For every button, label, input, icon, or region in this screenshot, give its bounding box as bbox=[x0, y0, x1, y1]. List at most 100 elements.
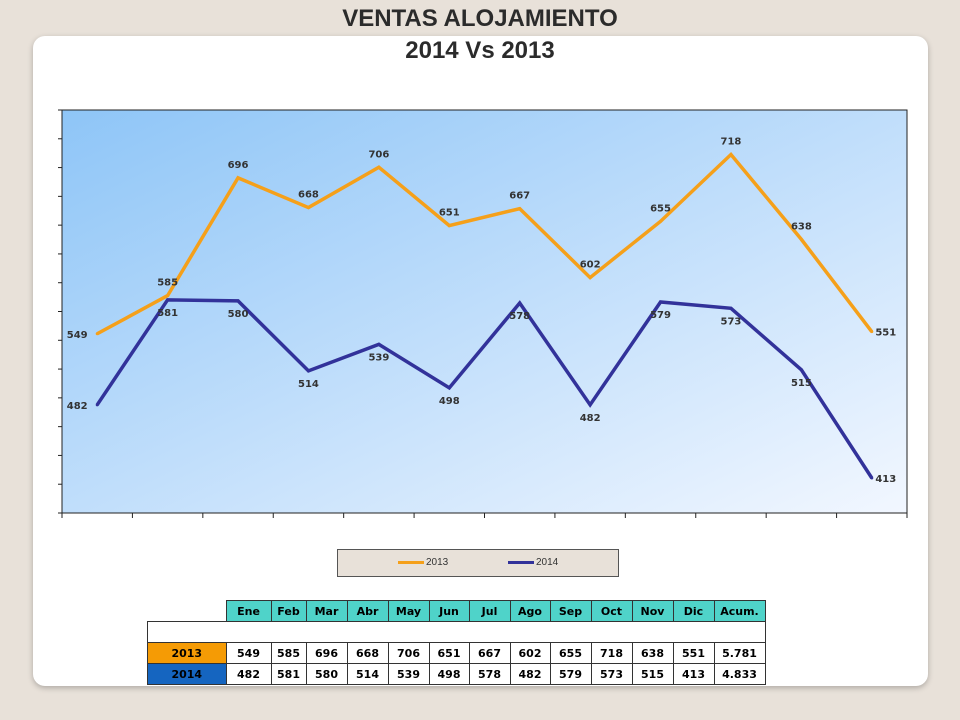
table-header: Abr bbox=[346, 600, 389, 622]
table-cell: 602 bbox=[509, 642, 551, 664]
table-row: 2013 549 585 696 668 706 651 667 602 655… bbox=[147, 642, 766, 664]
table-header: May bbox=[387, 600, 430, 622]
table-cell: 578 bbox=[468, 663, 511, 685]
table-cell: 667 bbox=[468, 642, 511, 664]
data-point-2014 bbox=[799, 368, 803, 372]
table-cell: 668 bbox=[346, 642, 389, 664]
table-cell: 498 bbox=[428, 663, 470, 685]
table-cell: 4.833 bbox=[713, 663, 766, 685]
table-cell: 413 bbox=[672, 663, 715, 685]
table-cell: 655 bbox=[549, 642, 592, 664]
table-cell: 482 bbox=[225, 663, 272, 685]
data-point-2013 bbox=[588, 276, 592, 280]
data-point-2014 bbox=[729, 306, 733, 310]
data-point-2013 bbox=[447, 224, 451, 228]
table-cell: 581 bbox=[270, 663, 307, 685]
legend-label-2013: 2013 bbox=[426, 557, 449, 568]
data-label-2014: 579 bbox=[650, 310, 671, 321]
data-point-2013 bbox=[95, 332, 99, 336]
series-line-2014 bbox=[95, 298, 874, 479]
table-cell: 515 bbox=[631, 663, 674, 685]
data-label-2014: 578 bbox=[509, 311, 530, 322]
legend-swatch-2013 bbox=[398, 561, 424, 564]
data-point-2013 bbox=[659, 219, 663, 223]
table-cell: 585 bbox=[270, 642, 307, 664]
data-label-2013: 655 bbox=[650, 203, 671, 214]
series-line-2013 bbox=[96, 151, 874, 336]
data-label-2013: 668 bbox=[298, 190, 319, 201]
data-label-2013: 549 bbox=[67, 330, 88, 341]
table-cell: 551 bbox=[672, 642, 715, 664]
plot-area bbox=[61, 109, 908, 514]
data-label-2014: 482 bbox=[580, 413, 601, 424]
data-point-2013 bbox=[518, 207, 522, 211]
table-cell: 718 bbox=[590, 642, 633, 664]
table-cell: 514 bbox=[346, 663, 389, 685]
legend-item-2013: 2013 bbox=[398, 557, 448, 568]
data-label-2013: 551 bbox=[875, 328, 896, 339]
table-cell: 573 bbox=[590, 663, 633, 685]
data-point-2013 bbox=[377, 165, 381, 169]
data-point-2014 bbox=[588, 403, 592, 407]
table-cell: 651 bbox=[428, 642, 470, 664]
data-table: Ene Feb Mar Abr May Jun Jul Ago Sep Oct … bbox=[147, 600, 766, 685]
table-cell: 580 bbox=[305, 663, 348, 685]
data-point-2013 bbox=[306, 206, 310, 210]
data-point-2014 bbox=[870, 476, 874, 480]
table-cell: 706 bbox=[387, 642, 430, 664]
chart-legend: 2013 2014 bbox=[337, 549, 619, 577]
data-point-2013 bbox=[166, 294, 170, 298]
table-header: Feb bbox=[270, 600, 307, 622]
row-label: 2013 bbox=[147, 642, 227, 664]
data-label-2013: 638 bbox=[791, 221, 812, 232]
data-point-2013 bbox=[870, 330, 874, 334]
data-label-2013: 651 bbox=[439, 208, 460, 219]
table-header: Nov bbox=[631, 600, 674, 622]
table-header: Dic bbox=[672, 600, 715, 622]
data-label-2014: 539 bbox=[368, 352, 389, 363]
data-point-2013 bbox=[236, 176, 240, 180]
data-label-2013: 585 bbox=[157, 278, 178, 289]
table-header: Oct bbox=[590, 600, 633, 622]
data-point-2013 bbox=[729, 153, 733, 157]
table-header: Jun bbox=[428, 600, 470, 622]
table-header: Acum. bbox=[713, 600, 766, 622]
table-cell: 482 bbox=[509, 663, 551, 685]
data-label-2013: 706 bbox=[368, 149, 389, 160]
data-label-2014: 580 bbox=[228, 309, 249, 320]
data-label-2014: 515 bbox=[791, 378, 812, 389]
legend-label-2014: 2014 bbox=[536, 557, 559, 568]
table-cell: 579 bbox=[549, 663, 592, 685]
table-cell: 5.781 bbox=[713, 642, 766, 664]
data-point-2014 bbox=[95, 403, 99, 407]
data-point-2014 bbox=[447, 386, 451, 390]
table-header: Jul bbox=[468, 600, 511, 622]
table-header: Ago bbox=[509, 600, 551, 622]
data-point-2014 bbox=[518, 301, 522, 305]
table-header: Mar bbox=[305, 600, 348, 622]
table-cell: 549 bbox=[225, 642, 272, 664]
row-label: 2014 bbox=[147, 663, 227, 685]
table-header-row: Ene Feb Mar Abr May Jun Jul Ago Sep Oct … bbox=[148, 600, 766, 622]
table-header: Sep bbox=[549, 600, 592, 622]
table-row: 2014 482 581 580 514 539 498 578 482 579… bbox=[147, 663, 766, 685]
table-cell: 696 bbox=[305, 642, 348, 664]
data-label-2014: 573 bbox=[721, 316, 742, 327]
table-header: Ene bbox=[225, 600, 272, 622]
data-label-2014: 514 bbox=[298, 379, 319, 390]
data-point-2014 bbox=[377, 342, 381, 346]
data-label-2013: 667 bbox=[509, 191, 530, 202]
data-label-2013: 602 bbox=[580, 260, 601, 271]
table-cell: 638 bbox=[631, 642, 674, 664]
data-label-2014: 482 bbox=[67, 401, 88, 412]
table-cell: 539 bbox=[387, 663, 430, 685]
data-point-2014 bbox=[166, 298, 170, 302]
data-label-2014: 581 bbox=[157, 308, 178, 319]
data-label-2014: 498 bbox=[439, 396, 460, 407]
data-point-2014 bbox=[306, 369, 310, 373]
legend-swatch-2014 bbox=[508, 561, 534, 564]
data-label-2013: 696 bbox=[228, 160, 249, 171]
data-point-2014 bbox=[659, 300, 663, 304]
data-label-2014: 413 bbox=[875, 474, 896, 485]
